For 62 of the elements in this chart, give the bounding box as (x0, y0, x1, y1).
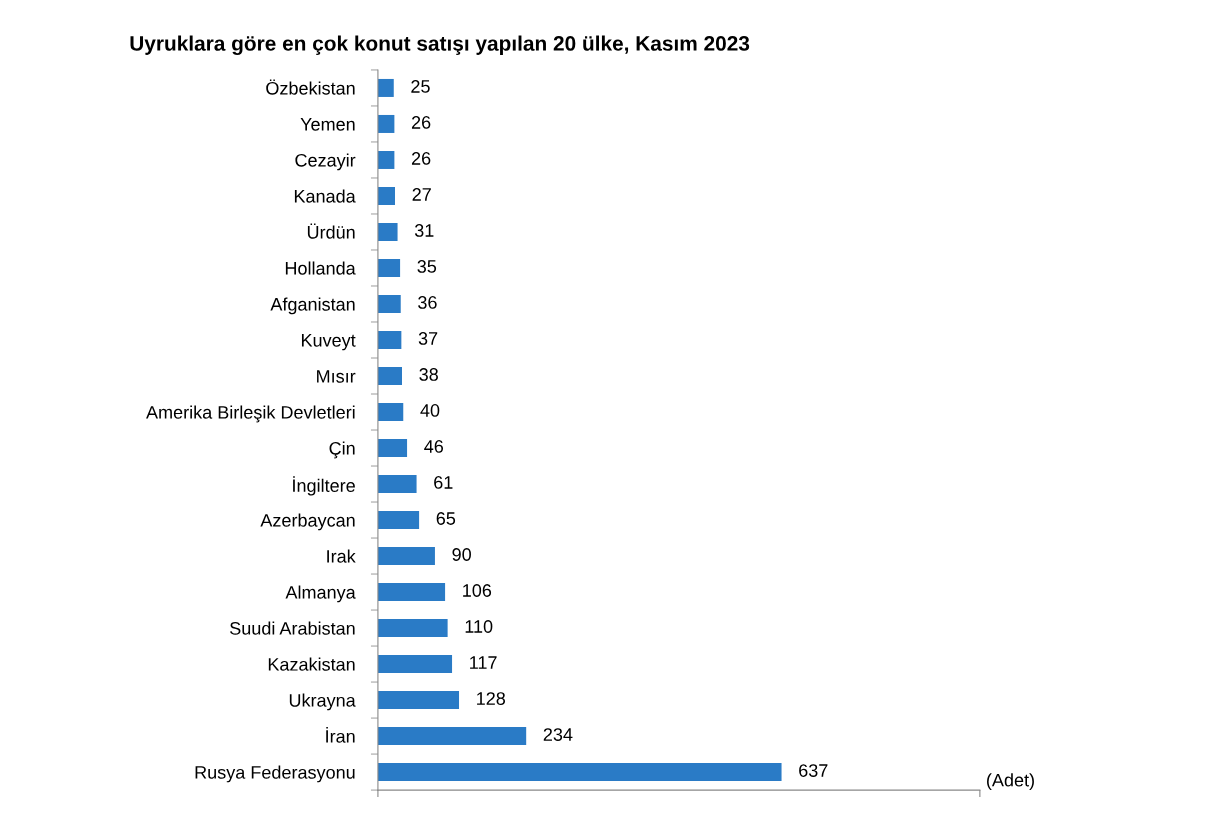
y-tick-label: Irak (327, 549, 356, 563)
bar (377, 186, 396, 205)
y-tick-label: Hollanda (285, 261, 356, 275)
bar (377, 114, 395, 133)
chart-title: Uyruklara göre en çok konut satışı yapılan 20 ülke, Kasım 2023 (130, 35, 750, 56)
bar (377, 511, 420, 530)
data-label: 36 (418, 296, 437, 309)
data-label: 61 (434, 476, 453, 489)
data-label: 31 (414, 224, 434, 237)
bar (377, 727, 527, 746)
bar (377, 367, 402, 386)
y-tick-label: Afganistan (270, 297, 355, 315)
data-label: 637 (799, 764, 828, 777)
data-label: 35 (417, 260, 437, 273)
bar (377, 763, 782, 782)
data-label: 117 (470, 656, 497, 669)
data-label: 234 (543, 728, 573, 741)
bar (377, 222, 398, 241)
bar (377, 583, 446, 602)
bar (377, 403, 404, 422)
x-axis-title: (Adet) (987, 773, 1034, 791)
data-label: 128 (477, 692, 506, 705)
data-label: 38 (419, 368, 438, 381)
y-tick-label: Rusya Federasyonu (195, 765, 355, 783)
data-label: 37 (418, 332, 438, 345)
data-label: 46 (424, 440, 444, 453)
y-tick-label: İran (326, 727, 355, 743)
bar (377, 655, 453, 674)
bar (377, 475, 417, 494)
y-tick-label: Özbekistan (266, 79, 355, 95)
y-tick-label: Suudi Arabistan (230, 621, 355, 635)
bar (377, 294, 401, 313)
data-label: 90 (452, 548, 471, 561)
y-tick-label: Çin (329, 441, 355, 459)
data-label: 26 (411, 152, 431, 165)
y-tick-label: Azerbaycan (260, 513, 355, 531)
y-tick-label: Ürdün (307, 223, 355, 239)
data-label: 110 (465, 620, 493, 633)
bar (377, 258, 401, 277)
data-label: 25 (411, 80, 430, 93)
y-tick-label: Amerika Birleşik Devletleri (146, 405, 355, 423)
data-label: 40 (420, 404, 440, 417)
y-tick-label: Kanada (294, 189, 356, 203)
data-label: 65 (436, 512, 456, 525)
y-tick-label: Almanya (285, 585, 356, 603)
y-tick-label: Ukrayna (289, 693, 356, 711)
y-tick-label: Cezayir (295, 153, 356, 171)
bar (377, 691, 460, 710)
y-tick-label: İngiltere (293, 476, 355, 496)
data-label: 26 (411, 116, 431, 129)
bar (377, 619, 448, 638)
bar (377, 150, 395, 169)
bar (377, 331, 402, 349)
y-tick-label: Yemen (300, 118, 355, 131)
bar (377, 547, 435, 566)
bar (377, 439, 408, 458)
y-tick-label: Kazakistan (268, 657, 355, 671)
data-label: 27 (412, 188, 431, 201)
data-label: 106 (463, 584, 492, 597)
y-tick-label: Mısır (317, 370, 356, 383)
bar (377, 78, 394, 97)
y-tick-label: Kuveyt (301, 334, 356, 351)
